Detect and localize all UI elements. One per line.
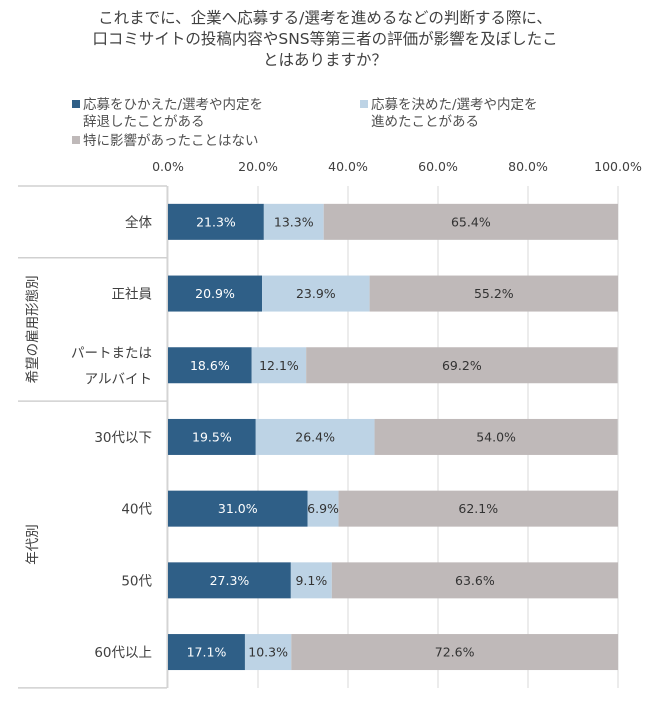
x-tick-label: 60.0%	[418, 159, 458, 174]
bar-segment	[263, 203, 324, 240]
chart-title: これまでに、企業へ応募する/選考を進めるなどの判断する際に、 口コミサイトの投稿…	[40, 8, 610, 71]
data-label: 23.9%	[296, 286, 336, 301]
bar-segment	[369, 275, 618, 312]
bar-segment	[307, 490, 339, 527]
bar-segment	[255, 418, 375, 455]
bar-segment	[331, 562, 618, 599]
bar-segment	[262, 275, 370, 312]
data-label: 62.1%	[458, 501, 498, 516]
data-label: 27.3%	[210, 573, 250, 588]
x-tick-label: 0.0%	[152, 159, 184, 174]
data-label: 12.1%	[259, 358, 299, 373]
legend-item-declined: 応募をひかえた/選考や内定を 辞退したことがある	[72, 97, 263, 131]
legend-label: 特に影響があったことはない	[83, 133, 259, 149]
category-label: 40代	[121, 502, 152, 518]
legend-item-proceeded: 応募を決めた/選考や内定を 進めたことがある	[360, 97, 538, 131]
data-label: 65.4%	[451, 214, 491, 229]
data-label: 13.3%	[274, 214, 314, 229]
data-label: 26.4%	[295, 429, 335, 444]
x-tick-label: 40.0%	[328, 159, 368, 174]
chart-title-line: 口コミサイトの投稿内容やSNS等第三者の評価が影響を及ぼしたこ	[92, 30, 558, 48]
bar-segment	[168, 203, 264, 240]
data-label: 17.1%	[187, 645, 227, 660]
data-label: 6.9%	[307, 501, 339, 516]
legend-label: 進めたことがある	[371, 114, 479, 130]
data-label: 10.3%	[248, 645, 288, 660]
legend-swatch	[72, 100, 80, 108]
group-label: 希望の雇用形態別	[24, 275, 41, 383]
data-label: 9.1%	[295, 573, 327, 588]
bar-segment	[168, 490, 308, 527]
bar-segment	[168, 634, 245, 671]
legend-label: 応募を決めた/選考や内定を	[371, 97, 538, 113]
bar-segment	[168, 347, 252, 384]
bar-segment	[338, 490, 618, 527]
bar-segment	[374, 418, 618, 455]
legend-label: 辞退したことがある	[83, 114, 205, 130]
data-label: 69.2%	[442, 358, 482, 373]
bar-segment	[306, 347, 618, 384]
data-label: 21.3%	[196, 214, 236, 229]
data-label: 55.2%	[474, 286, 514, 301]
x-tick-label: 20.0%	[238, 159, 278, 174]
group-label: 年代別	[25, 524, 41, 565]
bar-segment	[291, 634, 618, 671]
data-label: 18.6%	[190, 358, 230, 373]
category-label: アルバイト	[85, 371, 152, 387]
bar-segment	[168, 418, 256, 455]
category-label: 60代以上	[94, 645, 152, 661]
bar-segment	[244, 634, 292, 671]
data-label: 72.6%	[435, 645, 475, 660]
x-tick-label: 100.0%	[594, 159, 642, 174]
x-tick-label: 80.0%	[508, 159, 548, 174]
chart-title-line: これまでに、企業へ応募する/選考を進めるなどの判断する際に、	[98, 9, 552, 27]
category-label: パートまたは	[71, 345, 152, 361]
data-label: 31.0%	[218, 501, 258, 516]
category-label: 50代	[121, 573, 152, 589]
chart-title-line: とはありますか？	[262, 51, 387, 69]
category-label: 全体	[125, 214, 152, 231]
bar-segment	[290, 562, 332, 599]
legend-label: 応募をひかえた/選考や内定を	[83, 97, 264, 113]
category-label: 30代以下	[94, 430, 152, 446]
data-label: 54.0%	[476, 429, 516, 444]
legend-item-no-influence: 特に影響があったことはない	[72, 133, 259, 150]
bar-segment	[323, 203, 618, 240]
bar-segment	[168, 275, 263, 312]
data-label: 20.9%	[195, 286, 235, 301]
bar-segment	[168, 562, 291, 599]
bar-segment	[251, 347, 307, 384]
data-label: 63.6%	[455, 573, 495, 588]
legend-swatch	[72, 136, 80, 144]
category-label: 正社員	[112, 287, 153, 303]
legend-swatch	[360, 100, 368, 108]
data-label: 19.5%	[192, 429, 232, 444]
